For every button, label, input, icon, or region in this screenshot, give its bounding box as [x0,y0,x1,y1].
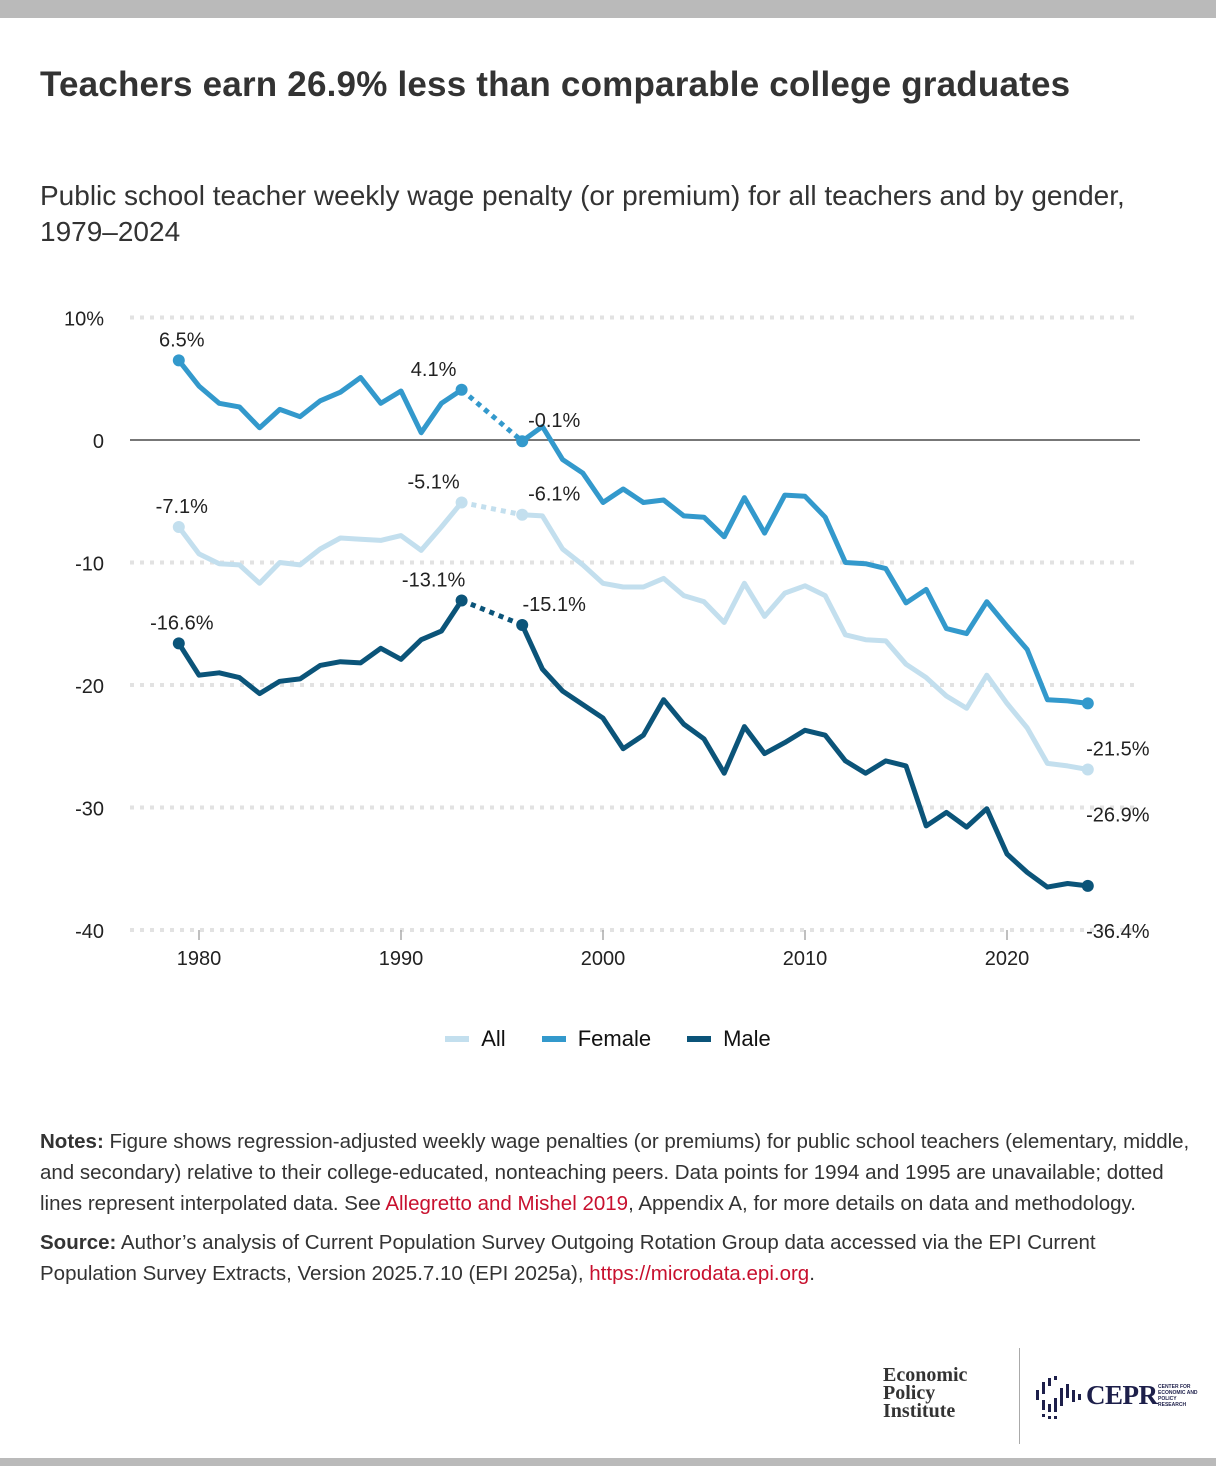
logo-divider [1019,1348,1020,1444]
cepr-logo-text: CEPR [1086,1380,1158,1410]
legend-swatch-female [541,1036,566,1042]
data-point-male [516,618,529,631]
footnotes: Notes: Figure shows regression-adjusted … [40,1126,1190,1297]
data-label: -36.4% [1086,921,1150,943]
legend-swatch-male [687,1036,712,1042]
data-label: -26.9% [1086,805,1150,827]
data-point-male [1081,879,1094,892]
series-line-male [176,599,464,697]
cepr-logo-subtext: CENTER FOR ECONOMIC AND POLICY RESEARCH [1158,1384,1198,1408]
series-line-male [519,623,1089,890]
interpolated-segment-female [459,387,524,444]
data-point-all [1081,763,1094,776]
data-label: -15.1% [523,594,587,616]
cepr-logo-icon [1036,1376,1081,1419]
y-tick-label: -10 [75,554,104,576]
data-point-female [1081,697,1094,710]
x-tick-label: 2010 [783,948,828,970]
x-tick-label: 1990 [379,948,424,970]
x-tick-label: 1980 [177,948,222,970]
data-point-female [516,435,529,448]
legend-item-female[interactable]: Female [541,1026,652,1052]
epi-logo-line3: Institute [883,1400,956,1422]
source-paragraph: Source: Author’s analysis of Current Pop… [40,1227,1190,1289]
epi-logo-line1: Economic [883,1364,968,1386]
interpolated-segment-all [461,500,523,518]
legend-swatch-all [445,1036,470,1042]
data-label: -6.1% [528,484,580,506]
data-point-male [455,594,468,607]
grid [130,315,1140,932]
y-tick-label: -20 [75,676,104,698]
allegretto-mishel-link[interactable]: Allegretto and Mishel 2019 [385,1192,629,1215]
source-text: Author’s analysis of Current Population … [40,1231,1096,1285]
x-tick-label: 2000 [581,948,626,970]
series-line-all [522,512,1089,772]
data-point-all [172,520,185,533]
notes-tail: , Appendix A, for more details on data a… [628,1192,1136,1215]
series-line-all [176,500,464,586]
y-tick-label: 0 [93,431,104,453]
data-point-female [455,383,468,396]
legend-item-all[interactable]: All [445,1026,506,1052]
series-line-female [520,424,1089,706]
legend-label-male: Male [723,1026,771,1051]
source-label: Source: [40,1231,117,1254]
data-label: 6.5% [159,329,205,351]
data-point-all [516,508,529,521]
y-tick-label: 10% [64,309,104,331]
data-labels: 6.5% 4.1% -0.1% -21.5% -7.1% -5.1% -6.1% -26.9%… [150,329,1150,943]
series-lines [176,358,1089,890]
series-line-female [176,358,463,436]
line-chart: 10% 0 -10 -20 -30 -40 1980 1990 2000 2010 2020 6.… [64,309,1150,971]
microdata-link[interactable]: https://microdata.epi.org [589,1262,810,1285]
y-tick-label: -30 [75,799,104,821]
y-tick-label: -40 [75,921,104,943]
legend-label-female: Female [577,1026,652,1051]
data-label: -0.1% [528,410,580,432]
data-label: -5.1% [407,471,459,493]
x-axis: 1980 1990 2000 2010 2020 [177,930,1030,970]
legend-label-all: All [481,1026,506,1051]
data-label: -16.6% [150,612,214,634]
source-tail: . [809,1262,815,1285]
y-axis: 10% 0 -10 -20 -30 -40 [64,309,104,944]
data-label: -21.5% [1086,738,1150,760]
legend: All Female Male [0,1026,1216,1052]
data-label: 4.1% [411,359,457,381]
data-point-male [172,637,185,650]
data-point-all [455,496,468,509]
data-point-female [172,354,185,367]
chart-title: Teachers earn 26.9% less than comparable… [40,65,1071,104]
epi-logo: Economic Policy Institute [883,1364,968,1422]
top-border [0,0,1216,18]
bottom-border [0,1458,1216,1466]
notes-text: Figure shows regression-adjusted weekly … [40,1130,1190,1215]
chart-subtitle: Public school teacher weekly wage penalt… [40,180,1125,247]
epi-logo-line2: Policy [883,1382,936,1404]
logos: Economic Policy Institute CEPR CENTER FO… [880,1346,1210,1446]
x-tick-label: 2020 [985,948,1030,970]
notes-label: Notes: [40,1130,104,1153]
data-label: -7.1% [156,496,208,518]
data-label: -13.1% [402,569,466,591]
notes-paragraph: Notes: Figure shows regression-adjusted … [40,1126,1190,1219]
legend-item-male[interactable]: Male [687,1026,771,1052]
interpolated-segment-male [460,598,524,628]
